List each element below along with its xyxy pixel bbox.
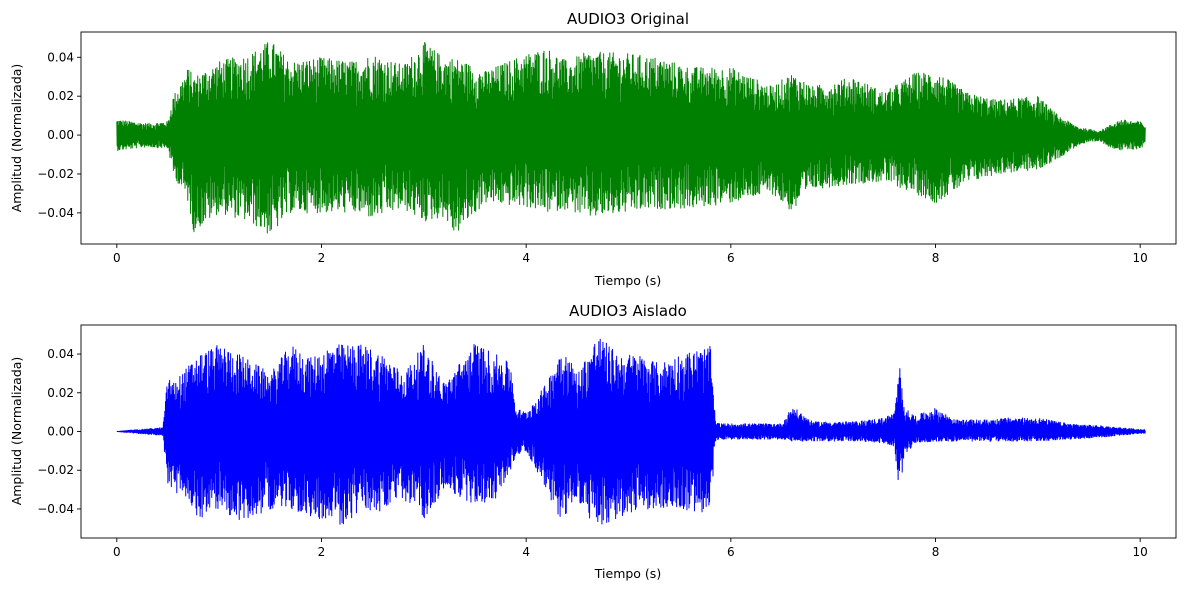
waveform-series [116,41,1146,234]
x-tick-label: 10 [1133,545,1148,559]
y-tick-label: −0.04 [37,502,74,516]
x-tick-label: 8 [932,251,940,265]
waveform-series [116,338,1146,525]
x-axis-label: Tiempo (s) [594,566,661,581]
x-tick-label: 10 [1133,251,1148,265]
y-tick-label: 0.04 [47,50,74,64]
y-tick-label: −0.02 [37,167,74,181]
y-axis-ticks: 0.04 0.02 0.00 −0.02 −0.04 [37,50,81,220]
x-tick-label: 4 [522,251,530,265]
x-tick-label: 2 [318,545,326,559]
waveform-line-0 [116,41,1146,234]
x-axis-ticks: 0 2 4 6 8 10 [113,244,1148,265]
x-axis-label: Tiempo (s) [594,273,661,288]
y-axis-ticks: 0.04 0.02 0.00 −0.02 −0.04 [37,347,81,516]
x-axis-ticks: 0 2 4 6 8 10 [113,538,1148,559]
x-tick-label: 0 [113,251,121,265]
x-tick-label: 0 [113,545,121,559]
waveform-line-0 [116,338,1146,525]
y-tick-label: 0.00 [47,425,74,439]
y-tick-label: 0.02 [47,89,74,103]
y-axis-label: Amplitud (Normalizada) [9,64,24,213]
x-tick-label: 8 [932,545,940,559]
y-tick-label: −0.02 [37,463,74,477]
y-tick-label: 0.02 [47,386,74,400]
chart-panel-original: AUDIO3 Original 0 2 4 6 8 10 0.04 0.02 0.00 −0.0… [9,10,1177,288]
x-tick-label: 2 [318,251,326,265]
x-tick-label: 6 [727,545,735,559]
x-tick-label: 6 [727,251,735,265]
x-tick-label: 4 [522,545,530,559]
y-tick-label: 0.04 [47,347,74,361]
chart-title: AUDIO3 Aislado [569,302,687,320]
y-tick-label: 0.00 [47,128,74,142]
y-axis-label: Amplitud (Normalizada) [9,357,24,506]
plot-frame [80,31,1177,245]
y-tick-label: −0.04 [37,206,74,220]
chart-title: AUDIO3 Original [567,10,689,28]
chart-panel-isolated: AUDIO3 Aislado 0 2 4 6 8 10 0.04 0.02 0.00 −0.02… [9,302,1177,581]
